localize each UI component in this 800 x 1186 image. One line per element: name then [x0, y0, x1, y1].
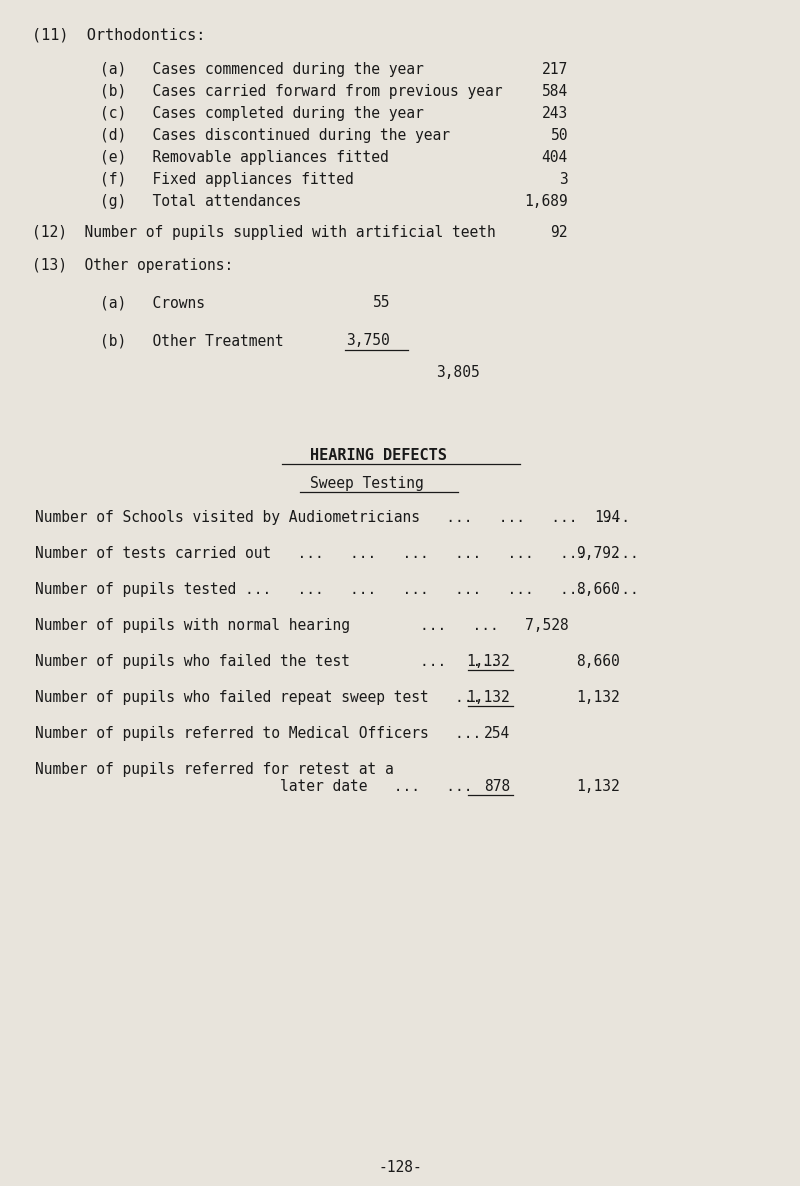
Text: Number of pupils who failed repeat sweep test   ...: Number of pupils who failed repeat sweep…	[35, 690, 482, 704]
Text: 3: 3	[559, 172, 568, 187]
Text: (13)  Other operations:: (13) Other operations:	[32, 259, 234, 273]
Text: 8,660: 8,660	[576, 653, 620, 669]
Text: Number of pupils tested ...   ...   ...   ...   ...   ...   ...   ...: Number of pupils tested ... ... ... ... …	[35, 582, 638, 597]
Text: (a)   Cases commenced during the year: (a) Cases commenced during the year	[100, 62, 424, 77]
Text: 1,132: 1,132	[576, 779, 620, 793]
Text: (12)  Number of pupils supplied with artificial teeth: (12) Number of pupils supplied with arti…	[32, 225, 496, 240]
Text: 1,689: 1,689	[524, 195, 568, 209]
Text: HEARING DEFECTS: HEARING DEFECTS	[310, 448, 447, 463]
Text: (c)   Cases completed during the year: (c) Cases completed during the year	[100, 106, 424, 121]
Text: Sweep Testing: Sweep Testing	[310, 476, 424, 491]
Text: Number of pupils who failed the test        ...   ...: Number of pupils who failed the test ...…	[35, 653, 498, 669]
Text: 1,132: 1,132	[466, 653, 510, 669]
Text: (a)   Crowns: (a) Crowns	[100, 295, 205, 310]
Text: 1,132: 1,132	[576, 690, 620, 704]
Text: (f)   Fixed appliances fitted: (f) Fixed appliances fitted	[100, 172, 354, 187]
Text: (g)   Total attendances: (g) Total attendances	[100, 195, 302, 209]
Text: (b)   Other Treatment: (b) Other Treatment	[100, 333, 284, 347]
Text: 243: 243	[542, 106, 568, 121]
Text: Number of tests carried out   ...   ...   ...   ...   ...   ...   ...: Number of tests carried out ... ... ... …	[35, 546, 638, 561]
Text: Number of pupils referred for retest at a: Number of pupils referred for retest at …	[35, 761, 394, 777]
Text: 92: 92	[550, 225, 568, 240]
Text: (d)   Cases discontinued during the year: (d) Cases discontinued during the year	[100, 128, 450, 144]
Text: 878: 878	[484, 779, 510, 793]
Text: 217: 217	[542, 62, 568, 77]
Text: 3,805: 3,805	[436, 365, 480, 380]
Text: 1,132: 1,132	[466, 690, 510, 704]
Text: (11)  Orthodontics:: (11) Orthodontics:	[32, 28, 206, 43]
Text: -128-: -128-	[378, 1160, 422, 1175]
Text: Number of Schools visited by Audiometricians   ...   ...   ...   ...: Number of Schools visited by Audiometric…	[35, 510, 630, 525]
Text: 3,750: 3,750	[346, 333, 390, 347]
Text: 584: 584	[542, 84, 568, 98]
Text: 50: 50	[550, 128, 568, 144]
Text: Number of pupils referred to Medical Officers   ...: Number of pupils referred to Medical Off…	[35, 726, 482, 741]
Text: Number of pupils with normal hearing        ...   ...   7,528: Number of pupils with normal hearing ...…	[35, 618, 569, 633]
Text: 194: 194	[594, 510, 620, 525]
Text: 55: 55	[373, 295, 390, 310]
Text: 404: 404	[542, 149, 568, 165]
Text: 9,792: 9,792	[576, 546, 620, 561]
Text: 8,660: 8,660	[576, 582, 620, 597]
Text: (e)   Removable appliances fitted: (e) Removable appliances fitted	[100, 149, 389, 165]
Text: (b)   Cases carried forward from previous year: (b) Cases carried forward from previous …	[100, 84, 502, 98]
Text: 254: 254	[484, 726, 510, 741]
Text: later date   ...   ...: later date ... ...	[35, 779, 473, 793]
